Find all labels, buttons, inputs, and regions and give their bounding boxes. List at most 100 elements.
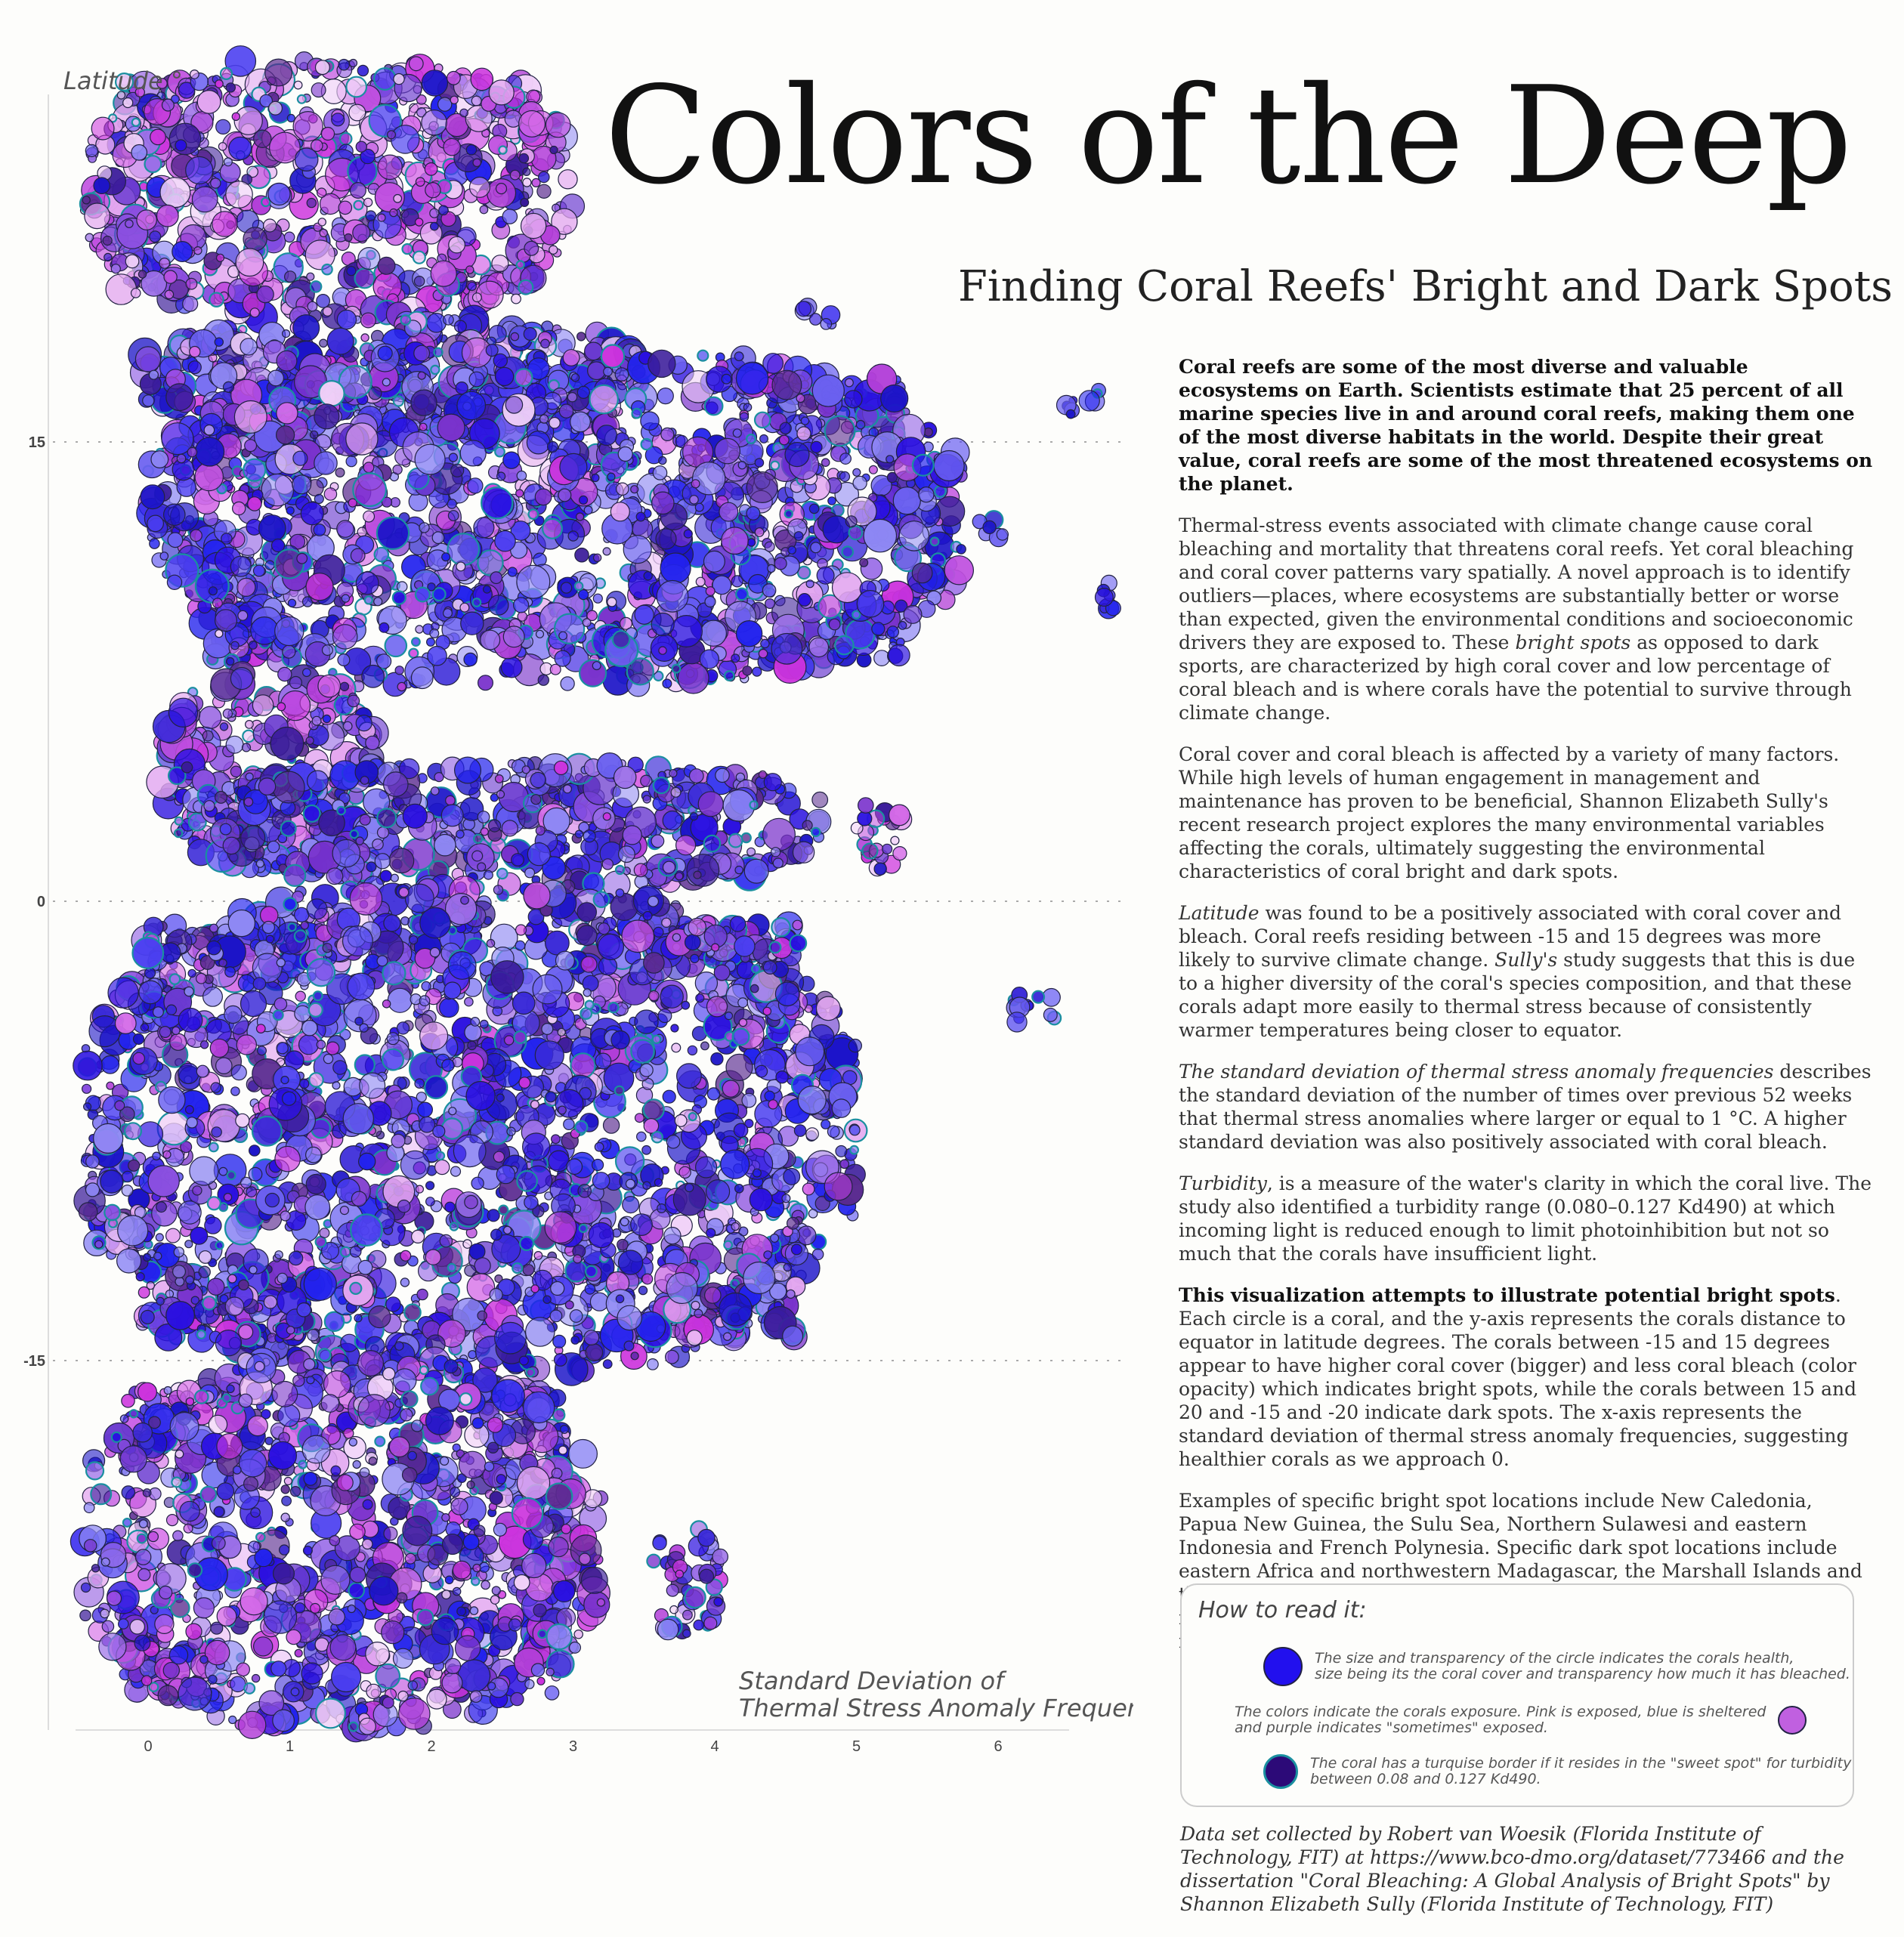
coral-bubble [658,646,667,655]
coral-bubble [734,351,744,362]
coral-bubble [448,453,459,462]
coral-bubble [511,293,521,304]
coral-bubble [166,574,183,591]
coral-bubble [522,178,532,187]
coral-bubble [415,218,424,227]
coral-bubble [460,611,484,635]
coral-bubble [289,675,302,690]
coral-bubble [219,722,229,731]
coral-bubble [824,415,856,447]
coral-bubble [694,502,704,512]
coral-bubble [219,823,232,836]
coral-bubble [125,254,140,269]
coral-bubble [249,641,258,650]
coral-bubble [456,829,465,839]
coral-bubble [363,197,373,208]
coral-bubble [764,541,775,552]
coral-bubble [487,595,509,616]
coral-bubble [535,825,546,836]
coral-bubble [784,509,793,519]
coral-bubble [122,1170,134,1183]
coral-bubble [230,666,253,690]
coral-bubble [230,765,243,778]
coral-bubble [410,389,437,416]
coral-bubble [602,812,611,821]
coral-bubble [355,836,364,845]
coral-bubble [450,95,459,105]
coral-bubble [427,645,447,666]
coral-bubble [576,332,586,341]
coral-bubble [600,344,626,369]
coral-bubble [296,94,307,104]
coral-bubble [357,247,381,270]
coral-bubble [410,666,434,690]
coral-bubble [264,58,293,87]
coral-bubble [662,860,676,874]
coral-bubble [286,113,295,122]
coral-bubble [587,361,606,381]
coral-bubble [683,529,693,539]
coral-bubble [574,547,589,563]
coral-bubble [346,266,357,276]
coral-bubble [373,597,383,607]
coral-bubble [827,496,836,505]
coral-bubble [578,589,589,601]
coral-bubble [477,862,487,872]
coral-bubble [746,471,778,503]
coral-bubble [386,130,396,140]
coral-bubble [689,495,699,505]
coral-bubble [488,79,515,106]
coral-bubble [558,169,578,190]
coral-bubble [292,110,323,142]
coral-bubble [187,360,202,375]
coral-bubble [240,825,266,851]
coral-bubble [243,458,267,482]
coral-bubble [494,530,516,552]
coral-bubble [640,411,660,431]
coral-bubble [261,473,295,507]
coral-bubble [447,533,481,566]
coral-bubble [453,320,467,333]
coral-bubble [276,402,298,425]
coral-bubble [470,67,494,91]
coral-bubble [434,833,456,857]
coral-bubble [376,808,397,829]
coral-bubble [345,76,368,98]
coral-bubble [321,263,333,276]
coral-bubble [537,171,550,184]
coral-bubble [222,381,235,394]
coral-bubble [686,854,720,887]
coral-bubble [651,491,675,515]
coral-bubble [642,795,651,804]
coral-bubble [615,482,629,496]
coral-bubble [743,403,753,412]
coral-bubble [438,997,459,1018]
coral-bubble [662,1089,676,1104]
coral-bubble [185,277,198,290]
coral-bubble [787,545,796,555]
coral-bubble [652,776,670,795]
coral-bubble [363,462,375,474]
coral-bubble [507,567,518,577]
coral-bubble [268,100,283,116]
coral-bubble [233,400,267,434]
coral-bubble [715,768,730,783]
coral-bubble [317,674,342,698]
coral-bubble [376,516,410,551]
coral-bubble [732,428,742,438]
coral-bubble [468,371,485,388]
coral-bubble [737,461,747,470]
coral-bubble [245,720,254,729]
coral-bubble [374,853,391,870]
coral-bubble [441,552,451,562]
coral-bubble [778,434,790,446]
coral-bubble [138,270,147,279]
coral-bubble [373,546,390,563]
coral-bubble [104,252,113,262]
coral-bubble [335,467,345,477]
coral-bubble [363,595,373,605]
coral-bubble [471,598,482,607]
coral-bubble [618,845,635,863]
coral-bubble [215,119,231,135]
coral-bubble [261,196,271,208]
